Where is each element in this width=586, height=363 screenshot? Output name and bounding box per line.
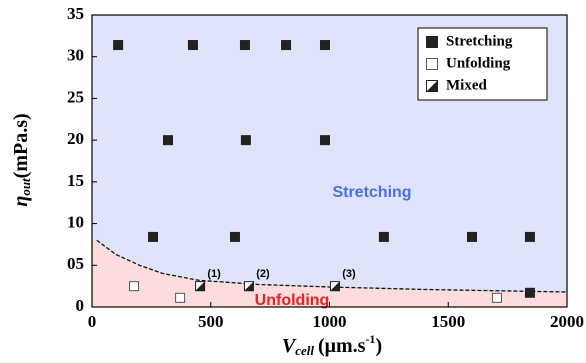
y-label-sub: out bbox=[18, 178, 33, 196]
marker-square bbox=[524, 231, 535, 242]
marker bbox=[187, 40, 198, 51]
marker bbox=[524, 287, 535, 298]
boundary-line bbox=[96, 239, 568, 293]
marker bbox=[243, 281, 254, 292]
marker bbox=[195, 281, 206, 292]
marker bbox=[426, 80, 438, 92]
marker bbox=[163, 135, 173, 146]
marker bbox=[229, 231, 240, 242]
marker bbox=[129, 281, 140, 292]
marker bbox=[240, 135, 251, 146]
marker-square bbox=[229, 231, 240, 242]
marker bbox=[426, 36, 438, 48]
marker-square bbox=[319, 40, 330, 51]
x-tick-label: 0 bbox=[88, 312, 97, 331]
marker bbox=[319, 135, 330, 146]
y-label-unit: (mPa.s) bbox=[10, 113, 32, 178]
marker-square bbox=[113, 40, 124, 51]
x-label-unit: (μm.s bbox=[318, 335, 366, 357]
x-axis-label: Vcell (μm.s-1) bbox=[282, 332, 382, 358]
marker-square bbox=[426, 58, 438, 70]
x-label-sup: -1 bbox=[365, 332, 375, 346]
y-tick-label: 15 bbox=[67, 171, 84, 190]
annotation: (3) bbox=[342, 268, 356, 280]
marker-half bbox=[426, 80, 438, 92]
marker-square bbox=[281, 40, 292, 51]
marker bbox=[426, 58, 438, 70]
y-tick-label: 30 bbox=[67, 46, 84, 65]
marker-half bbox=[195, 281, 206, 292]
marker bbox=[491, 292, 502, 303]
marker bbox=[467, 231, 477, 242]
marker-half bbox=[243, 281, 254, 292]
marker-square bbox=[129, 281, 140, 292]
marker bbox=[319, 40, 330, 51]
x-tick-label: 1500 bbox=[431, 312, 465, 331]
y-tick-label: 35 bbox=[67, 4, 84, 23]
marker-square bbox=[239, 40, 250, 51]
marker-square bbox=[187, 40, 198, 51]
x-label-close: ) bbox=[375, 335, 382, 357]
region-label: Unfolding bbox=[255, 292, 330, 309]
marker bbox=[175, 292, 186, 303]
marker bbox=[329, 281, 340, 292]
marker bbox=[378, 231, 389, 242]
x-tick-label: 500 bbox=[198, 312, 224, 331]
annotation: (2) bbox=[256, 268, 270, 280]
region-label: Stretching bbox=[332, 184, 411, 201]
marker-square bbox=[240, 135, 251, 146]
marker bbox=[281, 40, 292, 51]
marker bbox=[524, 231, 535, 242]
y-tick-label: 0 bbox=[76, 296, 85, 315]
marker-square bbox=[148, 231, 159, 242]
x-tick-label: 1000 bbox=[313, 312, 347, 331]
annotation: (1) bbox=[207, 268, 221, 280]
legend-box bbox=[417, 27, 548, 101]
y-label-symbol: η bbox=[10, 196, 32, 207]
marker bbox=[239, 40, 250, 51]
marker-square bbox=[378, 231, 389, 242]
legend-label: Unfolding bbox=[446, 55, 511, 71]
marker-square bbox=[426, 36, 438, 48]
marker bbox=[148, 231, 159, 242]
marker-square bbox=[175, 292, 186, 303]
x-tick-label: 2000 bbox=[550, 312, 584, 331]
y-tick-label: 10 bbox=[67, 212, 84, 231]
marker bbox=[113, 40, 124, 51]
y-axis-label: ηout(mPa.s) bbox=[10, 113, 33, 206]
x-label-symbol: V bbox=[282, 335, 297, 357]
x-label-sub: cell bbox=[295, 343, 314, 358]
marker-square bbox=[524, 287, 535, 298]
marker-square bbox=[319, 135, 330, 146]
y-tick-label: 20 bbox=[67, 129, 84, 148]
y-tick-label: 25 bbox=[67, 87, 84, 106]
legend-label: Stretching bbox=[446, 33, 513, 49]
marker-square bbox=[491, 292, 502, 303]
legend-label: Mixed bbox=[446, 77, 487, 93]
marker-square bbox=[467, 231, 477, 242]
marker-half bbox=[329, 281, 340, 292]
y-tick-label: 05 bbox=[67, 254, 84, 273]
marker-square bbox=[163, 135, 173, 146]
